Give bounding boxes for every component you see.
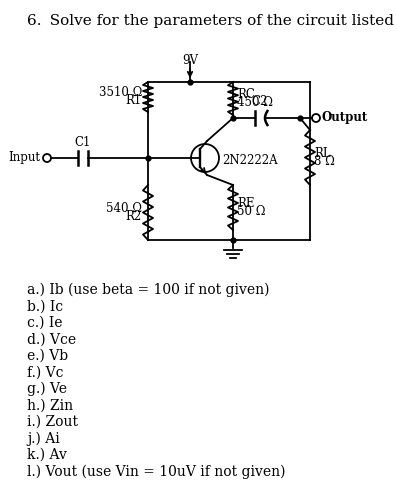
Text: 50 Ω: 50 Ω [237,205,266,218]
Text: k.) Av: k.) Av [27,448,67,462]
Text: 540 Ω: 540 Ω [106,202,142,215]
Text: 8 Ω: 8 Ω [314,155,335,168]
Text: a.) Ib (use beta = 100 if not given): a.) Ib (use beta = 100 if not given) [27,283,270,298]
Text: b.) Ic: b.) Ic [27,299,63,313]
Text: R1: R1 [126,95,142,108]
Text: d.) Vce: d.) Vce [27,332,76,346]
Text: 6.: 6. [27,14,42,28]
Text: RL: RL [314,147,331,160]
Text: 450 Ω: 450 Ω [237,96,273,109]
Text: f.) Vc: f.) Vc [27,366,64,380]
Text: j.) Ai: j.) Ai [27,431,60,446]
Text: Solve for the parameters of the circuit listed below:: Solve for the parameters of the circuit … [40,14,397,28]
Text: RE: RE [237,197,254,210]
Text: 3510 Ω: 3510 Ω [98,86,142,99]
Text: e.) Vb: e.) Vb [27,349,68,363]
Text: Input: Input [8,151,40,164]
Text: c.) Ie: c.) Ie [27,316,62,330]
Text: C2: C2 [252,95,268,108]
Text: R2: R2 [126,210,142,223]
Text: g.) Ve: g.) Ve [27,382,67,397]
Text: 9V: 9V [182,54,198,67]
Text: Output: Output [322,111,368,124]
Text: l.) Vout (use Vin = 10uV if not given): l.) Vout (use Vin = 10uV if not given) [27,465,285,479]
Text: 2N2222A: 2N2222A [222,154,278,167]
Text: C1: C1 [75,136,91,149]
Text: RC: RC [237,88,255,101]
Text: h.) Zin: h.) Zin [27,398,73,412]
Text: i.) Zout: i.) Zout [27,415,78,429]
